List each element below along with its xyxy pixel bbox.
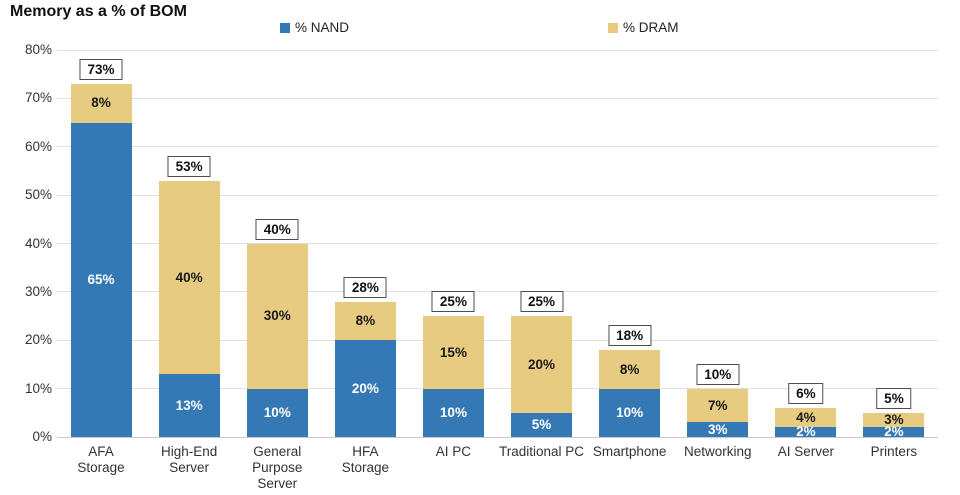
x-tick-label: AI Server — [777, 444, 834, 459]
gridline — [57, 339, 938, 341]
x-tick-label: Smartphone — [592, 444, 667, 459]
nand-segment: 20% — [334, 340, 396, 437]
x-tick-label: HFA Storage — [341, 444, 389, 475]
nand-segment-label: 10% — [263, 405, 291, 421]
y-tick-label: 10% — [24, 380, 52, 396]
chart-title: Memory as a % of BOM — [10, 3, 187, 20]
y-tick-label: 60% — [24, 138, 52, 154]
y-tick-label: 0% — [32, 429, 52, 444]
dram-segment-label: 20% — [528, 356, 556, 372]
stacked-bar: 8% 10% — [599, 349, 661, 437]
dram-legend-swatch-icon — [608, 22, 618, 33]
dram-segment-label: 7% — [707, 397, 728, 413]
dram-segment: 3% — [863, 412, 925, 428]
gridline — [57, 291, 938, 293]
gridline — [57, 97, 938, 99]
x-tick-label: Traditional PC — [499, 444, 585, 459]
dram-segment: 8% — [70, 83, 132, 123]
x-tick-label: Printers — [870, 444, 918, 459]
nand-segment-label: 3% — [707, 421, 728, 437]
gridline — [57, 49, 938, 51]
nand-segment-label: 5% — [531, 417, 552, 433]
dram-segment-label: 8% — [91, 95, 111, 111]
stacked-bar: 15% 10% — [422, 316, 484, 437]
y-tick-label: 80% — [24, 42, 52, 57]
dram-segment-label: 30% — [263, 308, 291, 324]
dram-segment: 7% — [687, 388, 749, 423]
x-axis-line — [57, 436, 938, 438]
nand-segment-label: 65% — [87, 272, 115, 288]
nand-segment-label: 2% — [796, 424, 816, 440]
nand-segment-label: 10% — [439, 405, 467, 421]
gridline — [57, 146, 938, 148]
legend-label-dram: % DRAM — [623, 20, 679, 35]
gridline — [57, 194, 938, 196]
y-tick-label: 30% — [24, 283, 52, 299]
stacked-bar: 30% 10% — [246, 243, 308, 437]
y-tick-label: 20% — [24, 332, 52, 348]
dram-segment-label: 40% — [175, 269, 203, 285]
total-label: 28% — [343, 276, 387, 298]
dram-segment-label: 4% — [796, 409, 816, 425]
gridline — [57, 388, 938, 390]
x-tick-label: High-End Server — [161, 444, 218, 475]
total-label: 18% — [608, 324, 652, 346]
dram-segment-label: 3% — [884, 412, 904, 428]
nand-segment: 65% — [70, 122, 132, 437]
x-tick-label: AFA Storage — [77, 444, 125, 475]
y-tick-label: 40% — [24, 235, 52, 251]
dram-segment-label: 8% — [355, 313, 376, 329]
legend-item-dram: % DRAM — [608, 20, 679, 35]
dram-segment: 4% — [775, 407, 837, 428]
stacked-bar: 3% 2% — [863, 412, 925, 440]
dram-segment: 15% — [422, 316, 484, 389]
stacked-bar: 4% 2% — [775, 407, 837, 440]
y-tick-label: 50% — [24, 187, 52, 203]
nand-segment: 10% — [422, 388, 484, 437]
dram-segment: 8% — [334, 301, 396, 341]
nand-segment: 3% — [687, 421, 749, 437]
legend-item-nand: % NAND — [280, 20, 349, 35]
total-label: 10% — [696, 363, 740, 385]
gridline — [57, 243, 938, 244]
dram-segment: 20% — [511, 316, 573, 413]
total-label: 25% — [520, 291, 564, 313]
nand-segment: 2% — [775, 424, 837, 440]
dram-segment-label: 15% — [439, 344, 467, 360]
x-tick-label: General Purpose Server — [252, 444, 303, 491]
x-tick-label: Networking — [683, 444, 752, 459]
nand-segment: 13% — [158, 374, 220, 437]
nand-segment-label: 20% — [351, 380, 379, 396]
total-label: 73% — [79, 58, 123, 80]
nand-segment: 5% — [511, 412, 573, 437]
total-label: 40% — [255, 218, 299, 240]
total-label: 25% — [431, 291, 475, 313]
nand-segment-label: 13% — [175, 397, 203, 413]
nand-segment: 10% — [246, 388, 308, 437]
total-label: 53% — [167, 155, 211, 177]
total-label: 6% — [788, 382, 824, 404]
dram-segment: 40% — [158, 180, 220, 375]
nand-legend-swatch-icon — [280, 22, 290, 33]
dram-segment-label: 8% — [619, 361, 640, 377]
stacked-bar: 8% 20% — [334, 301, 396, 437]
dram-segment: 8% — [599, 349, 661, 389]
stacked-bar: 8% 65% — [70, 83, 132, 437]
x-tick-label: AI PC — [435, 444, 472, 459]
stacked-bar: 40% 13% — [158, 180, 220, 437]
total-label: 5% — [876, 387, 912, 409]
nand-segment: 10% — [599, 388, 661, 437]
dram-segment: 30% — [246, 243, 308, 389]
nand-segment-label: 2% — [884, 424, 904, 440]
legend-label-nand: % NAND — [295, 20, 350, 35]
y-tick-label: 70% — [24, 90, 52, 106]
nand-segment-label: 10% — [616, 405, 644, 421]
stacked-bar: 20% 5% — [511, 316, 573, 437]
nand-segment: 2% — [863, 424, 925, 440]
stacked-bar: 7% 3% — [687, 388, 749, 437]
